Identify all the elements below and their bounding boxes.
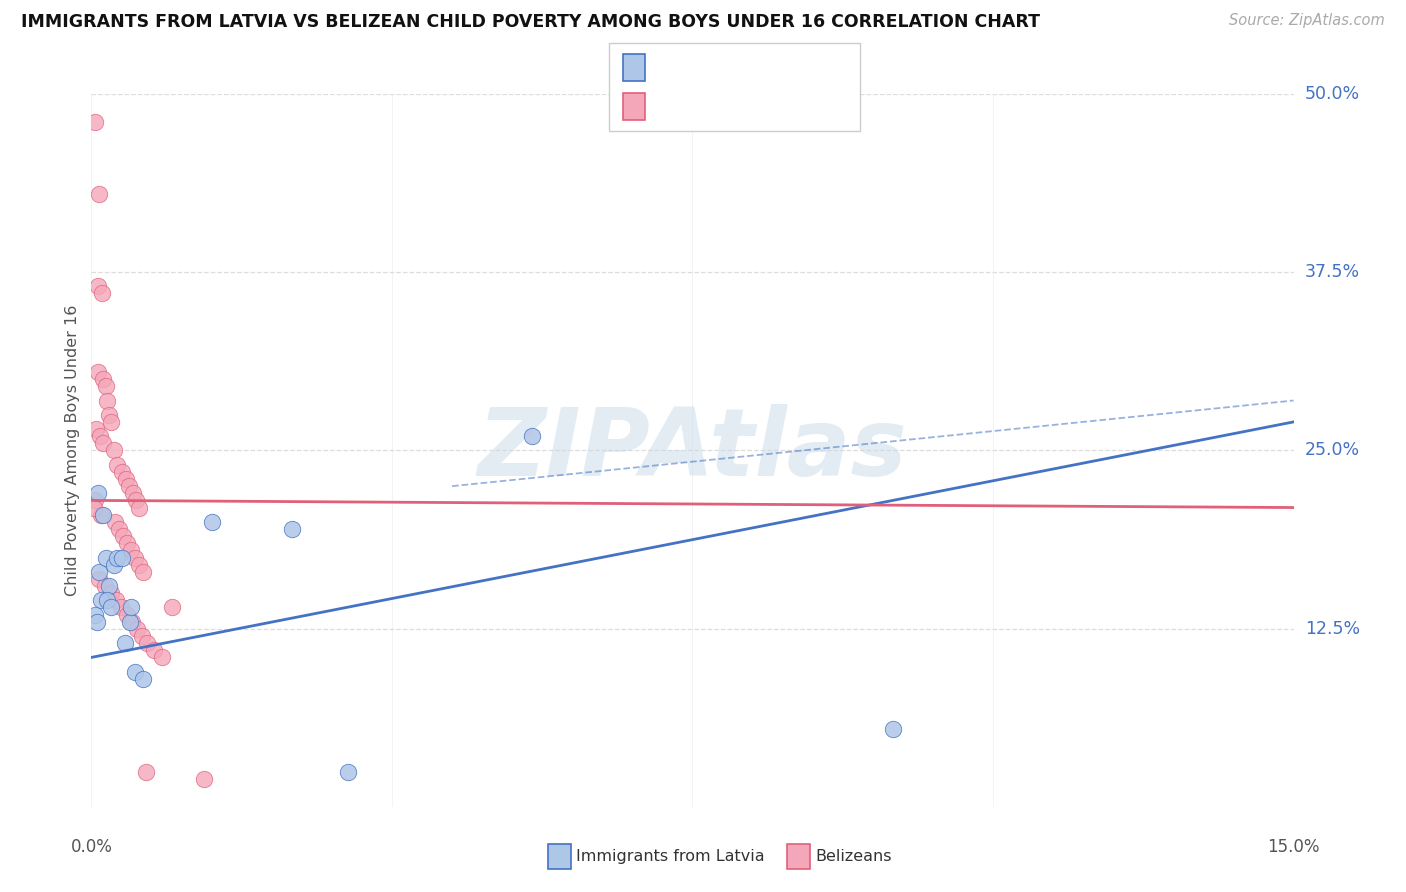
Text: -0.013: -0.013	[686, 97, 748, 115]
Point	[93, 508, 115, 522]
Text: Source: ZipAtlas.com: Source: ZipAtlas.com	[1229, 13, 1385, 29]
Point	[115, 472, 138, 486]
Text: 50.0%: 50.0%	[1305, 85, 1360, 103]
Point	[86, 615, 108, 629]
Point	[118, 479, 141, 493]
Point	[135, 764, 157, 779]
Point	[128, 500, 150, 515]
Point	[91, 436, 114, 450]
Point	[89, 429, 111, 443]
Point	[87, 365, 110, 379]
Point	[124, 665, 146, 679]
Point	[142, 643, 165, 657]
Point	[117, 536, 139, 550]
Text: 0.0%: 0.0%	[70, 838, 112, 855]
Point	[90, 508, 112, 522]
Point	[94, 379, 117, 393]
Point	[96, 593, 118, 607]
Point	[201, 515, 224, 529]
Point	[100, 586, 122, 600]
Text: 25.0%: 25.0%	[1305, 442, 1360, 459]
Text: Belizeans: Belizeans	[815, 849, 891, 863]
Point	[90, 593, 112, 607]
Point	[87, 572, 110, 586]
Text: 47: 47	[761, 97, 785, 115]
Point	[121, 615, 143, 629]
Point	[132, 672, 155, 686]
Point	[115, 607, 138, 622]
Point	[128, 558, 150, 572]
Point	[84, 422, 107, 436]
Text: R =: R =	[654, 59, 692, 77]
Text: IMMIGRANTS FROM LATVIA VS BELIZEAN CHILD POVERTY AMONG BOYS UNDER 16 CORRELATION: IMMIGRANTS FROM LATVIA VS BELIZEAN CHILD…	[21, 13, 1040, 31]
Text: R =: R =	[654, 97, 692, 115]
Text: 23: 23	[761, 59, 785, 77]
Point	[83, 493, 105, 508]
Point	[100, 600, 122, 615]
Point	[124, 550, 146, 565]
Point	[131, 629, 153, 643]
Point	[150, 650, 173, 665]
Point	[125, 493, 148, 508]
Point	[110, 600, 132, 615]
Y-axis label: Child Poverty Among Boys Under 16: Child Poverty Among Boys Under 16	[65, 305, 80, 596]
Point	[114, 636, 136, 650]
Text: 12.5%: 12.5%	[1305, 620, 1360, 638]
Point	[103, 443, 125, 458]
Point	[83, 500, 105, 515]
Text: ZIPAtlas: ZIPAtlas	[478, 404, 907, 497]
Point	[111, 465, 134, 479]
Point	[122, 486, 145, 500]
Point	[105, 458, 128, 472]
Point	[93, 372, 115, 386]
Point	[84, 607, 107, 622]
Point	[100, 415, 122, 429]
Point	[89, 186, 111, 201]
Point	[112, 529, 135, 543]
Text: 0.347: 0.347	[686, 59, 741, 77]
Point	[103, 558, 125, 572]
Point	[98, 579, 121, 593]
Text: 37.5%: 37.5%	[1305, 263, 1360, 281]
Point	[882, 722, 904, 736]
Point	[108, 522, 131, 536]
Point	[111, 550, 134, 565]
Point	[87, 486, 110, 500]
Point	[336, 764, 359, 779]
Point	[125, 622, 148, 636]
Point	[90, 286, 112, 301]
Point	[132, 565, 155, 579]
Point	[121, 543, 143, 558]
Point	[193, 772, 215, 786]
Point	[98, 408, 121, 422]
Point	[160, 600, 183, 615]
Text: N =: N =	[731, 97, 770, 115]
Point	[89, 565, 111, 579]
Point	[136, 636, 159, 650]
Point	[104, 515, 127, 529]
Point	[87, 279, 110, 293]
Point	[96, 393, 118, 408]
Point	[105, 550, 128, 565]
Point	[281, 522, 304, 536]
Point	[94, 550, 117, 565]
Point	[118, 615, 141, 629]
Text: N =: N =	[731, 59, 770, 77]
Text: 15.0%: 15.0%	[1267, 838, 1320, 855]
Point	[520, 429, 543, 443]
Point	[94, 579, 117, 593]
Point	[121, 600, 143, 615]
Point	[84, 115, 107, 129]
Text: Immigrants from Latvia: Immigrants from Latvia	[576, 849, 765, 863]
Point	[105, 593, 128, 607]
